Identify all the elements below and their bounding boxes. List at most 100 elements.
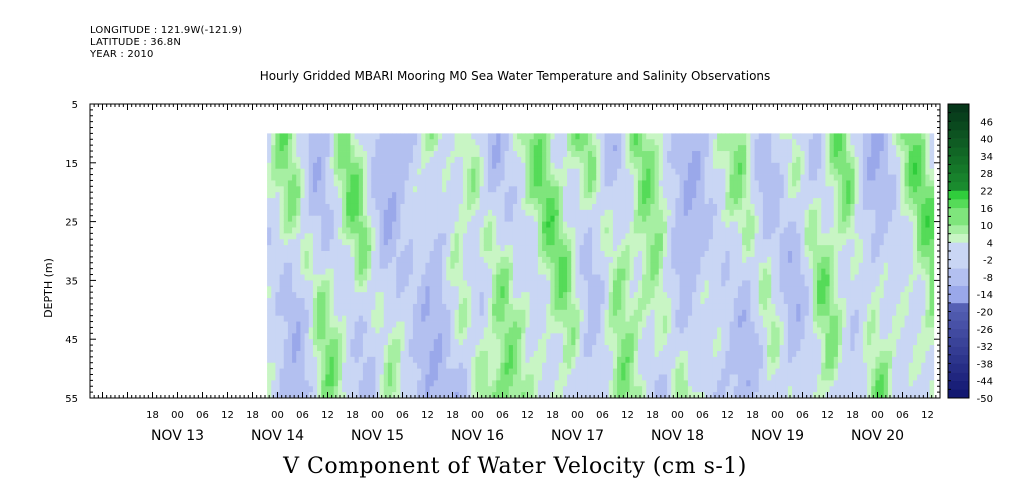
heatmap-cell xyxy=(271,133,276,140)
heatmap-cell xyxy=(667,162,672,170)
heatmap-cell xyxy=(367,192,372,199)
heatmap-cell xyxy=(646,209,651,217)
heatmap-cell xyxy=(304,215,310,222)
heatmap-cell xyxy=(437,151,443,158)
heatmap-cell xyxy=(721,133,726,140)
heatmap-cell xyxy=(562,256,568,264)
heatmap-cell xyxy=(633,180,639,187)
heatmap-cell xyxy=(287,380,293,387)
heatmap-cell xyxy=(683,151,689,158)
heatmap-cell xyxy=(512,274,518,281)
heatmap-cell xyxy=(421,215,426,222)
heatmap-cell xyxy=(425,356,430,364)
heatmap-cell xyxy=(637,168,643,175)
heatmap-cell xyxy=(517,280,522,287)
heatmap-cell xyxy=(333,133,339,140)
heatmap-cell xyxy=(329,156,335,164)
heatmap-cell xyxy=(692,251,697,258)
heatmap-cell xyxy=(679,133,685,140)
heatmap-cell xyxy=(350,292,355,299)
heatmap-cell xyxy=(550,262,555,270)
heatmap-cell xyxy=(408,315,414,322)
heatmap-cell xyxy=(537,356,543,364)
heatmap-cell xyxy=(421,203,426,211)
heatmap-cell xyxy=(496,133,501,140)
heatmap-cell xyxy=(587,256,593,264)
heatmap-cell xyxy=(342,174,347,181)
heatmap-cell xyxy=(350,168,355,175)
heatmap-cell xyxy=(458,221,464,228)
heatmap-cell xyxy=(512,286,518,293)
heatmap-cell xyxy=(604,139,610,146)
heatmap-cell xyxy=(671,221,676,228)
heatmap-cell xyxy=(521,321,526,328)
heatmap-cell xyxy=(537,139,543,146)
heatmap-cell xyxy=(617,339,622,346)
heatmap-cell xyxy=(625,315,630,322)
heatmap-cell xyxy=(275,315,280,322)
heatmap-cell xyxy=(379,151,385,158)
heatmap-cell xyxy=(446,203,451,211)
heatmap-cell xyxy=(642,292,647,299)
heatmap-cell xyxy=(354,192,360,199)
heatmap-cell xyxy=(496,374,501,381)
heatmap-cell xyxy=(612,303,618,311)
heatmap-cell xyxy=(637,245,643,252)
heatmap-cell xyxy=(675,203,680,211)
heatmap-cell xyxy=(275,327,280,334)
heatmap-cell xyxy=(317,368,322,375)
heatmap-cell xyxy=(354,168,360,175)
heatmap-cell xyxy=(337,309,343,317)
heatmap-cell xyxy=(333,321,339,328)
heatmap-cell xyxy=(396,280,401,287)
heatmap-cell xyxy=(687,174,693,181)
heatmap-cell xyxy=(554,303,560,311)
heatmap-cell xyxy=(462,251,468,258)
heatmap-cell xyxy=(717,286,722,293)
heatmap-cell xyxy=(454,303,460,311)
heatmap-cell xyxy=(450,280,455,287)
heatmap-cell xyxy=(517,198,522,205)
heatmap-cell xyxy=(492,174,497,181)
heatmap-cell xyxy=(362,203,368,211)
heatmap-cell xyxy=(442,309,447,317)
heatmap-cell xyxy=(346,327,351,334)
heatmap-cell xyxy=(421,162,426,170)
heatmap-cell xyxy=(521,192,526,199)
heatmap-cell xyxy=(625,286,630,293)
heatmap-cell xyxy=(442,239,447,246)
heatmap-cell xyxy=(362,198,368,205)
heatmap-cell xyxy=(483,251,489,258)
heatmap-cell xyxy=(342,386,347,393)
heatmap-cell xyxy=(279,303,285,311)
heatmap-cell xyxy=(683,156,689,164)
heatmap-cell xyxy=(546,362,551,369)
heatmap-cell xyxy=(612,168,618,175)
heatmap-cell xyxy=(383,209,389,217)
heatmap-cell xyxy=(471,233,476,240)
heatmap-cell xyxy=(271,256,276,264)
heatmap-cell xyxy=(575,350,580,358)
heatmap-cell xyxy=(654,151,660,158)
heatmap-cell xyxy=(608,309,614,317)
heatmap-cell xyxy=(550,245,555,252)
heatmap-cell xyxy=(675,162,680,170)
heatmap-cell xyxy=(679,339,685,346)
heatmap-cell xyxy=(492,209,497,217)
heatmap-cell xyxy=(667,345,672,352)
heatmap-cell xyxy=(462,345,468,352)
heatmap-cell xyxy=(650,221,655,228)
heatmap-cell xyxy=(496,303,501,311)
heatmap-cell xyxy=(604,233,610,240)
heatmap-cell xyxy=(592,215,597,222)
heatmap-cell xyxy=(304,174,310,181)
heatmap-cell xyxy=(275,198,280,205)
heatmap-cell xyxy=(554,186,560,193)
heatmap-cell xyxy=(567,256,572,264)
heatmap-cell xyxy=(367,186,372,193)
heatmap-cell xyxy=(500,298,505,305)
heatmap-cell xyxy=(587,362,593,369)
heatmap-cell xyxy=(458,168,464,175)
heatmap-cell xyxy=(692,321,697,328)
heatmap-cell xyxy=(621,298,626,305)
